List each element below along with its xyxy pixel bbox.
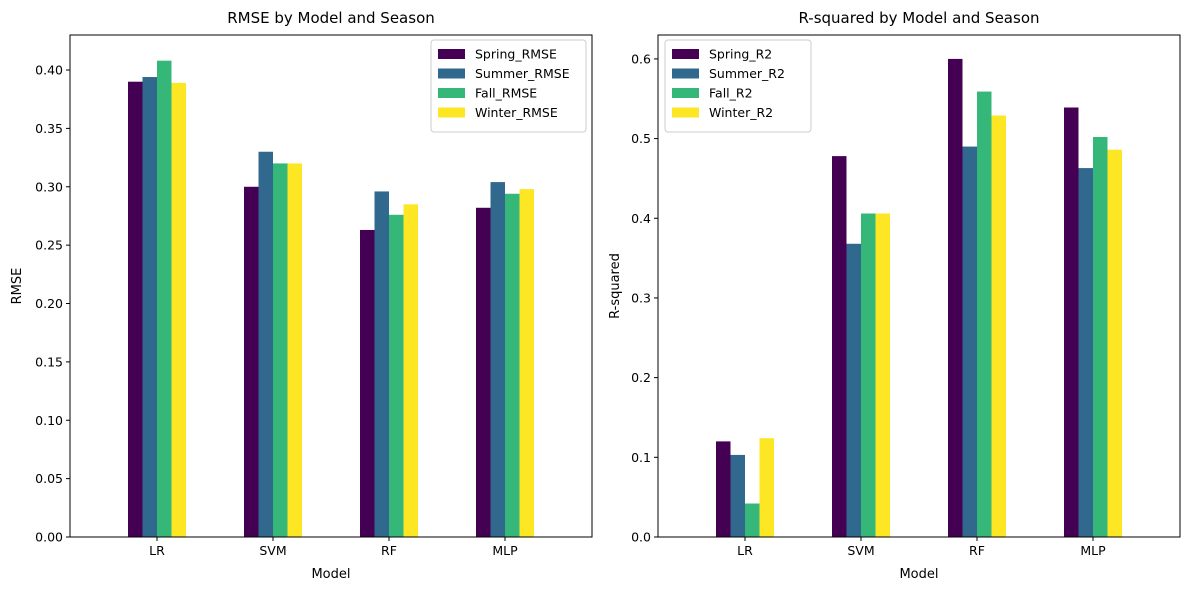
x-tick-label: SVM: [259, 543, 286, 558]
y-tick-label: 0.00: [35, 530, 63, 545]
legend-label: Spring_R2: [709, 47, 772, 62]
y-axis-label: R-squared: [608, 253, 623, 319]
bar-Spring_R2-RF: [948, 58, 963, 538]
y-tick-label: 0.4: [631, 211, 651, 226]
bar-Winter_RMSE-LR: [171, 82, 186, 538]
bar-Summer_R2-RF: [962, 146, 977, 537]
bar-Winter_R2-SVM: [875, 213, 890, 538]
x-ticks: LR SVM RF MLP: [737, 537, 1106, 558]
bar-Summer_RMSE-LR: [142, 77, 157, 537]
chart-title: R-squared by Model and Season: [798, 9, 1039, 27]
y-tick-label: 0.15: [35, 354, 63, 369]
y-tick-label: 0.40: [35, 63, 63, 78]
bar-Spring_R2-SVM: [832, 156, 847, 537]
legend-swatch-Fall_RMSE: [438, 88, 465, 98]
legend-swatch-Spring_RMSE: [438, 49, 465, 59]
y-tick-label: 0.5: [631, 131, 651, 146]
x-tick-label: MLP: [1080, 543, 1106, 558]
bar-Fall_R2-SVM: [861, 213, 876, 538]
legend-label: Summer_R2: [709, 66, 785, 81]
bar-Fall_RMSE-LR: [157, 60, 172, 538]
legend-swatch-Fall_R2: [672, 88, 699, 98]
rmse-chart: RMSE by Model and Season Model RMSE 0.00…: [10, 9, 593, 582]
bar-Summer_R2-LR: [730, 454, 745, 537]
bar-Winter_RMSE-RF: [403, 204, 418, 537]
legend-swatch-Winter_R2: [672, 107, 699, 118]
x-axis-label: Model: [311, 567, 350, 582]
legend-swatch-Winter_RMSE: [438, 107, 465, 118]
bar-Summer_R2-SVM: [846, 243, 861, 537]
bar-Winter_RMSE-SVM: [287, 163, 302, 538]
bar-Spring_R2-MLP: [1064, 107, 1079, 537]
x-tick-label: RF: [381, 543, 397, 558]
r-squared-chart: R-squared by Model and Season Model R-sq…: [608, 9, 1181, 582]
bar-Summer_RMSE-SVM: [258, 151, 273, 538]
x-axis-label: Model: [899, 567, 938, 582]
bar-Spring_R2-LR: [716, 441, 731, 537]
bar-Summer_RMSE-RF: [374, 191, 389, 537]
legend: Spring_RMSE Summer_RMSE Fall_RMSE Winter_RM…: [430, 39, 587, 133]
bar-Spring_RMSE-SVM: [244, 186, 259, 537]
legend-label: Winter_R2: [709, 105, 773, 120]
x-tick-label: SVM: [847, 543, 874, 558]
y-tick-label: 0.0: [631, 530, 651, 545]
bar-Summer_R2-MLP: [1078, 168, 1093, 537]
legend-swatch-Summer_RMSE: [438, 68, 465, 79]
bar-Winter_R2-MLP: [1107, 149, 1122, 538]
x-tick-label: MLP: [492, 543, 518, 558]
chart-title: RMSE by Model and Season: [227, 9, 435, 27]
legend: Spring_R2 Summer_R2 Fall_R2 Winter_R2: [664, 39, 812, 133]
legend-box: [430, 39, 587, 133]
bar-Winter_R2-LR: [759, 438, 774, 537]
legend-label: Fall_RMSE: [475, 86, 537, 101]
bar-Fall_RMSE-MLP: [505, 193, 520, 537]
y-tick-label: 0.6: [631, 51, 651, 66]
y-tick-label: 0.10: [35, 413, 63, 428]
y-tick-label: 0.2: [631, 370, 651, 385]
bar-Fall_RMSE-RF: [389, 214, 404, 538]
bar-Summer_RMSE-MLP: [490, 182, 505, 537]
y-ticks: 0.0 0.1 0.2 0.3 0.4 0.5 0.6: [631, 51, 658, 545]
bar-Spring_RMSE-LR: [128, 81, 143, 537]
y-ticks: 0.00 0.05 0.10 0.15 0.20 0.25 0.30 0.35 0.40: [35, 63, 70, 545]
bar-Fall_R2-RF: [977, 91, 992, 537]
plot-frame: [69, 34, 593, 538]
legend-box: [664, 39, 812, 133]
x-tick-label: LR: [149, 543, 165, 558]
x-ticks: LR SVM RF MLP: [149, 537, 518, 558]
legend-swatch-Summer_R2: [672, 68, 699, 79]
bar-Fall_R2-LR: [745, 503, 760, 537]
x-tick-label: LR: [737, 543, 753, 558]
y-tick-label: 0.20: [35, 296, 63, 311]
bar-Winter_R2-RF: [991, 115, 1006, 537]
bars-group: [716, 58, 1122, 538]
legend-label: Summer_RMSE: [475, 66, 570, 81]
y-tick-label: 0.30: [35, 179, 63, 194]
legend-label: Spring_RMSE: [475, 47, 557, 62]
y-tick-label: 0.25: [35, 238, 63, 253]
y-axis-label: RMSE: [10, 268, 25, 305]
legend-label: Fall_R2: [709, 86, 753, 101]
bars-group: [128, 60, 534, 538]
y-tick-label: 0.3: [631, 290, 651, 305]
bar-Fall_R2-MLP: [1093, 136, 1108, 538]
x-tick-label: RF: [969, 543, 985, 558]
y-tick-label: 0.05: [35, 471, 63, 486]
plot-frame: [657, 34, 1181, 538]
bar-Spring_RMSE-MLP: [476, 207, 491, 537]
legend-label: Winter_RMSE: [475, 105, 558, 120]
legend-swatch-Spring_R2: [672, 49, 699, 59]
bar-Fall_RMSE-SVM: [273, 163, 288, 538]
bar-Winter_RMSE-MLP: [519, 189, 534, 537]
bar-Spring_RMSE-RF: [360, 229, 375, 537]
y-tick-label: 0.35: [35, 121, 63, 136]
y-tick-label: 0.1: [631, 450, 651, 465]
